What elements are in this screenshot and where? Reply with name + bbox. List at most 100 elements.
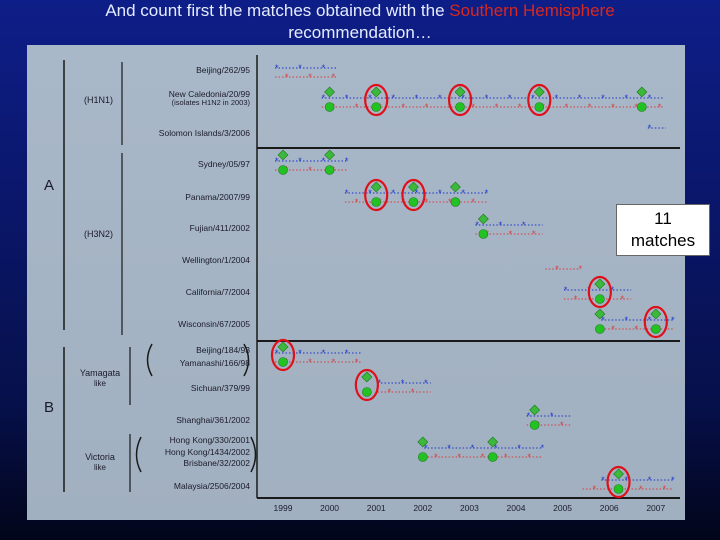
northern-star: * <box>322 348 326 358</box>
match-ring <box>401 178 426 212</box>
southern-star: * <box>527 452 531 462</box>
northern-star: * <box>322 63 326 73</box>
subtype-label: (H3N2) <box>84 229 113 239</box>
labels: AB(H1N1)(H3N2)YamagatalikeVictorialikeBe… <box>44 65 251 491</box>
match-ring <box>587 275 612 309</box>
northern-recommendation-diamond <box>324 149 336 161</box>
northern-star: * <box>499 220 503 230</box>
strain-label: New Caledonia/20/99 <box>169 89 251 99</box>
northern-star: * <box>447 443 451 453</box>
southern-star: * <box>285 72 289 82</box>
northern-star: * <box>322 156 326 166</box>
lineage-label: Victoria <box>85 452 115 462</box>
northern-star: * <box>378 378 382 388</box>
northern-star: * <box>550 411 554 421</box>
southern-star: * <box>593 484 597 494</box>
group-label: B <box>44 399 54 416</box>
matches-count: 11 <box>654 209 672 228</box>
match-ring <box>364 178 389 212</box>
northern-star: * <box>601 93 605 103</box>
northern-star: * <box>345 156 349 166</box>
x-tick-label: 2004 <box>507 503 526 513</box>
southern-recommendation-circle <box>324 165 335 175</box>
strain-label: Hong Kong/1434/2002 <box>165 447 250 457</box>
southern-star: * <box>308 165 312 175</box>
southern-star: * <box>471 197 475 207</box>
southern-star: * <box>425 102 429 112</box>
southern-star: * <box>662 484 666 494</box>
northern-star: * <box>275 156 279 166</box>
strain-label: Hong Kong/330/2001 <box>170 435 251 445</box>
northern-star: * <box>671 315 675 325</box>
strain-chart-panel: A B (H1N1) (H3N2) Yamagata like Victoria like Be… <box>27 45 685 520</box>
match-ring <box>354 368 379 402</box>
matches-count-callout: 11 matches <box>616 204 710 256</box>
northern-recommendation-diamond <box>449 181 461 193</box>
northern-recommendation-diamond <box>636 86 648 98</box>
northern-star: * <box>522 220 526 230</box>
northern-star: * <box>527 411 531 421</box>
northern-recommendation-diamond <box>370 86 382 98</box>
lineage-label: like <box>94 379 107 388</box>
southern-recommendation-circle <box>371 102 382 112</box>
title-prefix: And count first the matches obtained wit… <box>105 1 450 20</box>
southern-star: * <box>588 102 592 112</box>
northern-star: * <box>648 93 652 103</box>
northern-recommendation-diamond <box>613 468 624 480</box>
title-highlight: Southern Hemisphere <box>449 1 615 20</box>
match-ring <box>527 83 552 117</box>
northern-star: * <box>461 188 465 198</box>
northern-star: * <box>415 188 419 198</box>
southern-star: * <box>658 102 662 112</box>
southern-star: * <box>532 229 536 239</box>
southern-recommendation-circle <box>324 102 335 112</box>
northern-star: * <box>648 123 652 133</box>
northern-recommendation-diamond <box>408 181 419 193</box>
strain-label: Yamanashi/166/98 <box>180 358 251 368</box>
northern-star: * <box>625 93 629 103</box>
northern-star: * <box>555 93 559 103</box>
southern-star: * <box>388 387 392 397</box>
northern-star: * <box>392 188 396 198</box>
northern-recommendation-diamond <box>324 86 336 98</box>
northern-star: * <box>564 285 568 295</box>
southern-star: * <box>635 102 639 112</box>
strain-label: Beijing/184/93 <box>196 345 250 355</box>
strain-label: Sydney/05/97 <box>198 159 250 169</box>
northern-star: * <box>275 348 279 358</box>
southern-recommendation-circle <box>534 102 545 112</box>
southern-recommendation-circle <box>408 197 419 207</box>
x-tick-label: 2003 <box>460 503 479 513</box>
northern-star: * <box>485 188 489 198</box>
northern-recommendation-diamond <box>370 181 382 193</box>
southern-star: * <box>355 197 359 207</box>
strain-label: Sichuan/379/99 <box>191 383 250 393</box>
northern-star: * <box>298 156 302 166</box>
northern-star: * <box>275 63 279 73</box>
northern-star: * <box>438 188 442 198</box>
dividers <box>63 55 680 499</box>
southern-recommendation-circle <box>362 387 372 397</box>
southern-star: * <box>555 264 559 274</box>
strain-label: Beijing/262/95 <box>196 65 250 75</box>
northern-star: * <box>531 93 535 103</box>
marks: * * * * * * * * * * * * * * * * * * * * * * * * * * * * * * * * * * * * * * * *… <box>270 63 675 499</box>
paren-right-yamagata <box>243 343 250 377</box>
northern-star: * <box>601 475 605 485</box>
strain-label: Brisbane/32/2002 <box>183 458 250 468</box>
southern-star: * <box>355 357 359 367</box>
southern-recommendation-circle <box>278 357 288 367</box>
southern-star: * <box>635 324 639 334</box>
northern-star: * <box>625 475 629 485</box>
southern-star: * <box>411 387 415 397</box>
southern-recommendation-circle <box>487 452 498 462</box>
matches-label: matches <box>630 231 696 250</box>
northern-star: * <box>578 93 582 103</box>
northern-recommendation-diamond <box>454 86 466 98</box>
northern-star: * <box>298 63 302 73</box>
strain-chart: AB(H1N1)(H3N2)YamagatalikeVictorialikeBe… <box>44 55 680 513</box>
northern-star: * <box>424 378 428 388</box>
northern-star: * <box>485 93 489 103</box>
northern-star: * <box>611 285 615 295</box>
northern-star: * <box>517 443 521 453</box>
